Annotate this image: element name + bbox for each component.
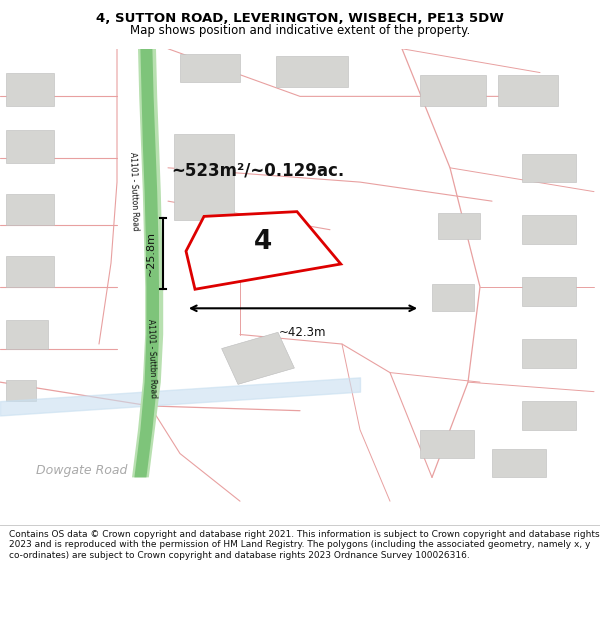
FancyBboxPatch shape	[432, 284, 474, 311]
Text: 4: 4	[253, 229, 272, 255]
FancyBboxPatch shape	[6, 320, 48, 349]
Text: Dowgate Road: Dowgate Road	[36, 464, 127, 477]
FancyBboxPatch shape	[492, 449, 546, 478]
Text: A1101 - Suttbn Road: A1101 - Suttbn Road	[146, 319, 158, 398]
FancyBboxPatch shape	[6, 72, 54, 106]
FancyBboxPatch shape	[438, 213, 480, 239]
FancyBboxPatch shape	[522, 154, 576, 182]
Text: Contains OS data © Crown copyright and database right 2021. This information is : Contains OS data © Crown copyright and d…	[9, 530, 599, 560]
Polygon shape	[186, 212, 341, 289]
FancyBboxPatch shape	[522, 216, 576, 244]
Polygon shape	[132, 49, 163, 478]
Text: 4, SUTTON ROAD, LEVERINGTON, WISBECH, PE13 5DW: 4, SUTTON ROAD, LEVERINGTON, WISBECH, PE…	[96, 12, 504, 25]
FancyBboxPatch shape	[522, 401, 576, 430]
FancyBboxPatch shape	[522, 278, 576, 306]
FancyBboxPatch shape	[420, 75, 486, 106]
FancyBboxPatch shape	[498, 75, 558, 106]
FancyBboxPatch shape	[6, 256, 54, 287]
Text: Map shows position and indicative extent of the property.: Map shows position and indicative extent…	[130, 24, 470, 36]
FancyBboxPatch shape	[180, 54, 240, 82]
Text: ~25.8m: ~25.8m	[146, 231, 156, 276]
FancyBboxPatch shape	[420, 430, 474, 458]
Polygon shape	[221, 332, 295, 384]
FancyBboxPatch shape	[174, 134, 234, 220]
FancyBboxPatch shape	[6, 194, 54, 225]
Text: ~42.3m: ~42.3m	[279, 326, 327, 339]
FancyBboxPatch shape	[6, 380, 36, 401]
Text: A1101 - Sutton Road: A1101 - Sutton Road	[128, 152, 140, 231]
FancyBboxPatch shape	[6, 130, 54, 163]
FancyBboxPatch shape	[276, 56, 348, 87]
FancyBboxPatch shape	[522, 339, 576, 368]
Text: ~523m²/~0.129ac.: ~523m²/~0.129ac.	[172, 161, 344, 179]
Polygon shape	[134, 49, 159, 478]
